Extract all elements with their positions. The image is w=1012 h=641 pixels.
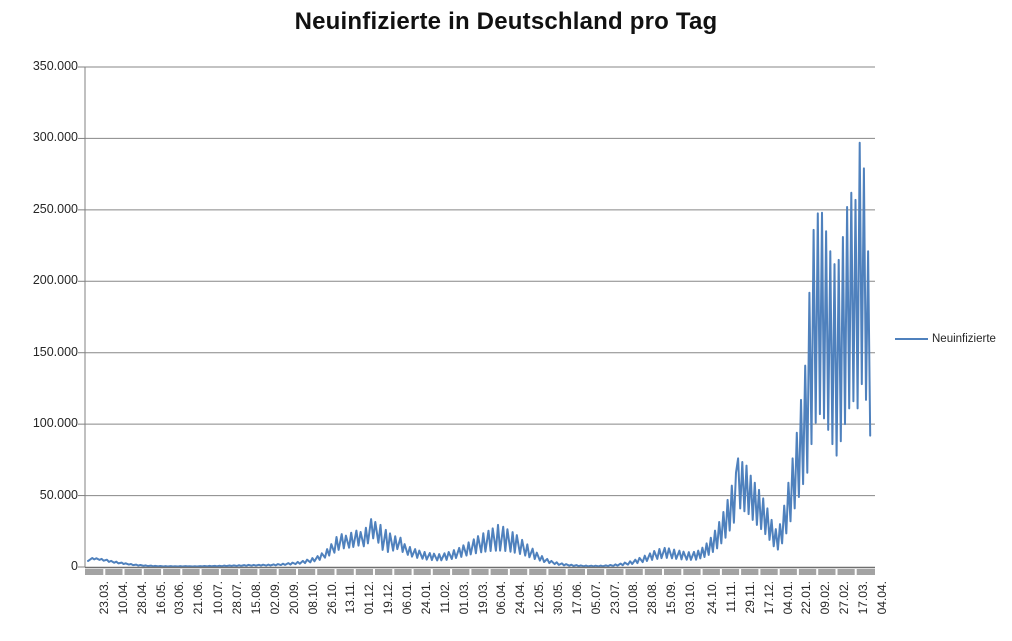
x-axis-label-17.12.: 17.12. (761, 581, 776, 615)
x-tick-band-gap (257, 569, 260, 575)
x-axis-label-03.10.: 03.10. (683, 581, 698, 615)
x-axis-label-11.02.: 11.02. (437, 581, 452, 614)
x-axis-label-17.06.: 17.06. (569, 581, 584, 615)
x-axis-label-24.04.: 24.04. (513, 581, 528, 615)
x-axis-label-01.03.: 01.03. (456, 581, 471, 615)
x-axis-label-11.11.: 11.11. (724, 581, 738, 613)
y-axis-label-300.000: 300.000 (32, 130, 78, 145)
x-tick-band-gap (835, 569, 838, 575)
x-tick-band-gap (199, 569, 202, 575)
x-axis-label-05.07.: 05.07. (588, 581, 603, 615)
x-tick-band-gap (238, 569, 241, 575)
x-tick-band-gap (816, 569, 819, 575)
x-axis-label-04.04.: 04.04. (874, 581, 889, 615)
x-axis-label-21.06.: 21.06. (191, 581, 206, 615)
x-tick-band-gap (681, 569, 684, 575)
x-axis-label-24.01.: 24.01. (418, 581, 433, 615)
x-tick-band-gap (296, 569, 298, 575)
x-axis-label-16.05.: 16.05. (153, 581, 168, 615)
x-axis-label-30.05.: 30.05. (551, 581, 565, 615)
x-axis-label-13.11.: 13.11. (343, 581, 358, 614)
x-tick-band-gap (565, 569, 568, 575)
x-tick-band-gap (141, 569, 144, 575)
x-tick-band-gap (739, 569, 742, 575)
x-tick-band-gap (527, 569, 530, 575)
x-axis-label-28.04.: 28.04. (134, 581, 149, 615)
y-axis-label-0: 0 (71, 559, 78, 573)
x-tick-band-gap (373, 569, 375, 575)
x-axis-label-20.09.: 20.09. (286, 581, 301, 615)
x-axis-label-12.05.: 12.05. (532, 581, 547, 615)
x-tick-band-gap (392, 569, 395, 575)
x-tick-band-gap (507, 569, 510, 575)
x-axis-label-15.09.: 15.09. (664, 581, 679, 615)
legend-line-swatch (895, 338, 928, 340)
legend[interactable]: Neuinfizierte (895, 333, 996, 345)
x-axis-label-28.08.: 28.08. (645, 581, 660, 615)
x-tick-band-gap (662, 569, 664, 575)
x-tick-band-gap (700, 569, 703, 575)
x-tick-band-gap (161, 569, 164, 575)
x-axis-label-23.07.: 23.07. (607, 581, 622, 615)
x-tick-band-gap (180, 569, 183, 575)
x-axis-label-06.01.: 06.01. (400, 581, 415, 615)
x-axis-label-09.02.: 09.02. (818, 581, 833, 615)
y-axis-label-350.000: 350.000 (32, 59, 78, 73)
x-tick-band-gap (103, 569, 106, 575)
x-tick-band-gap (854, 569, 857, 575)
x-axis-label-06.04.: 06.04. (494, 581, 509, 615)
x-axis-label-29.11.: 29.11. (742, 581, 757, 614)
x-axis-label-23.03.: 23.03. (97, 581, 111, 615)
x-axis-label-27.02.: 27.02. (837, 581, 852, 615)
x-tick-band (85, 569, 875, 575)
y-axis-label-150.000: 150.000 (32, 344, 78, 359)
x-axis-label-24.10.: 24.10. (705, 581, 720, 615)
x-tick-band-gap (604, 569, 607, 575)
x-tick-band-gap (315, 569, 318, 575)
x-tick-band-gap (411, 569, 414, 575)
x-tick-band-gap (585, 569, 587, 575)
x-axis-label-04.01.: 04.01. (780, 581, 795, 615)
x-tick-band-gap (623, 569, 626, 575)
x-tick-band-gap (719, 569, 722, 575)
legend-series-label: Neuinfizierte (932, 333, 996, 345)
y-axis-label-50.000: 50.000 (39, 487, 78, 502)
x-axis-label-08.10.: 08.10. (305, 581, 320, 615)
x-axis-label-03.06.: 03.06. (172, 581, 187, 615)
y-axis-label-200.000: 200.000 (32, 273, 78, 288)
y-axis-label-100.000: 100.000 (32, 416, 78, 431)
x-tick-band-gap (642, 569, 645, 575)
x-tick-band-gap (218, 569, 221, 575)
x-axis-label-22.01.: 22.01. (799, 581, 814, 615)
x-tick-band-gap (430, 569, 433, 575)
x-tick-band-gap (353, 569, 356, 575)
series-line-neuinfizierte[interactable] (87, 141, 872, 568)
x-axis-label-02.09.: 02.09. (267, 581, 282, 615)
x-tick-band-gap (796, 569, 799, 575)
x-tick-band-gap (334, 569, 337, 575)
x-axis-label-26.10.: 26.10. (324, 581, 339, 615)
x-tick-band-gap (122, 569, 125, 575)
x-axis-label-28.07.: 28.07. (230, 581, 245, 615)
x-axis-label-01.12.: 01.12. (362, 581, 377, 615)
x-tick-band-gap (469, 569, 472, 575)
x-tick-band-gap (758, 569, 761, 575)
x-axis-label-10.08.: 10.08. (626, 581, 641, 615)
x-axis-label-19.03.: 19.03. (475, 581, 490, 615)
x-tick-band-gap (777, 569, 780, 575)
y-axis-label-250.000: 250.000 (32, 201, 78, 216)
x-tick-band-gap (276, 569, 279, 575)
x-axis-label-19.12.: 19.12. (381, 581, 396, 615)
x-axis-label-17.03.: 17.03. (856, 581, 871, 615)
x-tick-band-gap (488, 569, 491, 575)
x-axis-label-15.08.: 15.08. (249, 581, 264, 615)
x-axis-label-10.04.: 10.04. (115, 581, 130, 615)
chart-title[interactable]: Neuinfizierte in Deutschland pro Tag (294, 8, 718, 35)
x-tick-band-gap (450, 569, 453, 575)
x-tick-band-gap (546, 569, 549, 575)
x-axis-label-10.07.: 10.07. (211, 581, 226, 615)
